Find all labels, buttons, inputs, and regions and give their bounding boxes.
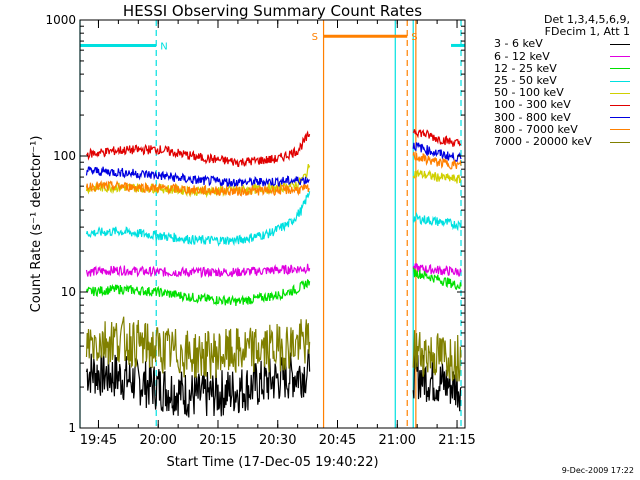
annotation-label: S [411,32,417,43]
legend-swatch [610,141,630,143]
legend-header-line: FDecim 1, Att 1 [544,25,630,39]
series-line [412,330,462,382]
series-line [412,142,462,164]
y-axis-label: Count Rate (s⁻¹ detector⁻¹) [29,136,44,313]
x-tick-label: 21:00 [379,433,416,448]
series-line [412,151,462,170]
legend-label: 800 - 7000 keV [494,122,578,136]
y-tick-label: 1000 [45,13,76,27]
legend-label: 100 - 300 keV [494,98,571,112]
x-tick-label: 20:15 [199,433,236,448]
legend-item: 300 - 800 keV [476,110,630,124]
footer-timestamp: 9-Dec-2009 17:22 [561,466,634,475]
legend-swatch [610,68,630,70]
legend-label: 50 - 100 keV [494,86,564,100]
legend-label: 25 - 50 keV [494,74,557,88]
series-line [412,128,461,147]
legend-item: 100 - 300 keV [476,99,630,111]
plot-frame [79,19,466,429]
series-line [85,191,311,247]
series-line [85,349,311,418]
legend-swatch [610,92,630,94]
annotation-label: N [160,41,167,52]
series-line [412,262,462,277]
legend-item: 12 - 25 keV [476,61,630,75]
x-tick-label: 20:30 [259,433,296,448]
x-tick-label: 21:15 [438,433,475,448]
series-line [85,316,311,379]
series-line [86,130,311,168]
series-line [85,166,310,188]
y-tick-label: 100 [53,149,76,163]
y-tick-label: 10 [61,285,76,299]
x-axis-label: Start Time (17-Dec-05 19:40:22) [166,455,379,470]
legend-header-line: Det 1,3,4,5,6,9, [543,13,630,26]
legend-swatch [610,44,630,45]
series-line [412,169,462,184]
series-line [412,350,462,412]
series-line [85,278,311,307]
legend-swatch [610,129,630,131]
x-tick-label: 20:45 [319,433,356,448]
legend-swatch [610,117,630,119]
series-line [85,180,310,197]
legend-label: 12 - 25 keV [494,61,557,75]
y-tick-label: 1 [68,421,76,435]
legend-swatch [610,105,630,107]
legend-label: 7000 - 20000 keV [494,135,592,149]
series-line [412,267,462,290]
legend-item: 3 - 6 keV [476,38,630,50]
chart-title: HESSI Observing Summary Count Rates [122,2,423,20]
legend-item: 6 - 12 keV [476,49,630,63]
series-line [85,263,311,279]
series-line [412,211,462,232]
legend-swatch [610,80,630,82]
legend-label: 300 - 800 keV [494,110,571,124]
x-tick-label: 19:45 [80,433,117,448]
annotation-label: S [312,32,318,43]
legend-item: 800 - 7000 keV [476,122,630,136]
x-tick-label: 20:00 [139,433,176,448]
legend: Det 1,3,4,5,6,9, FDecim 1, Att 1 3 - 6 k… [476,13,630,149]
legend-swatch [610,56,630,58]
legend-item: 7000 - 20000 keV [476,135,630,149]
legend-item: 25 - 50 keV [476,74,630,88]
legend-label: 3 - 6 keV [494,37,543,51]
legend-item: 50 - 100 keV [476,87,630,99]
legend-label: 6 - 12 keV [494,49,550,63]
